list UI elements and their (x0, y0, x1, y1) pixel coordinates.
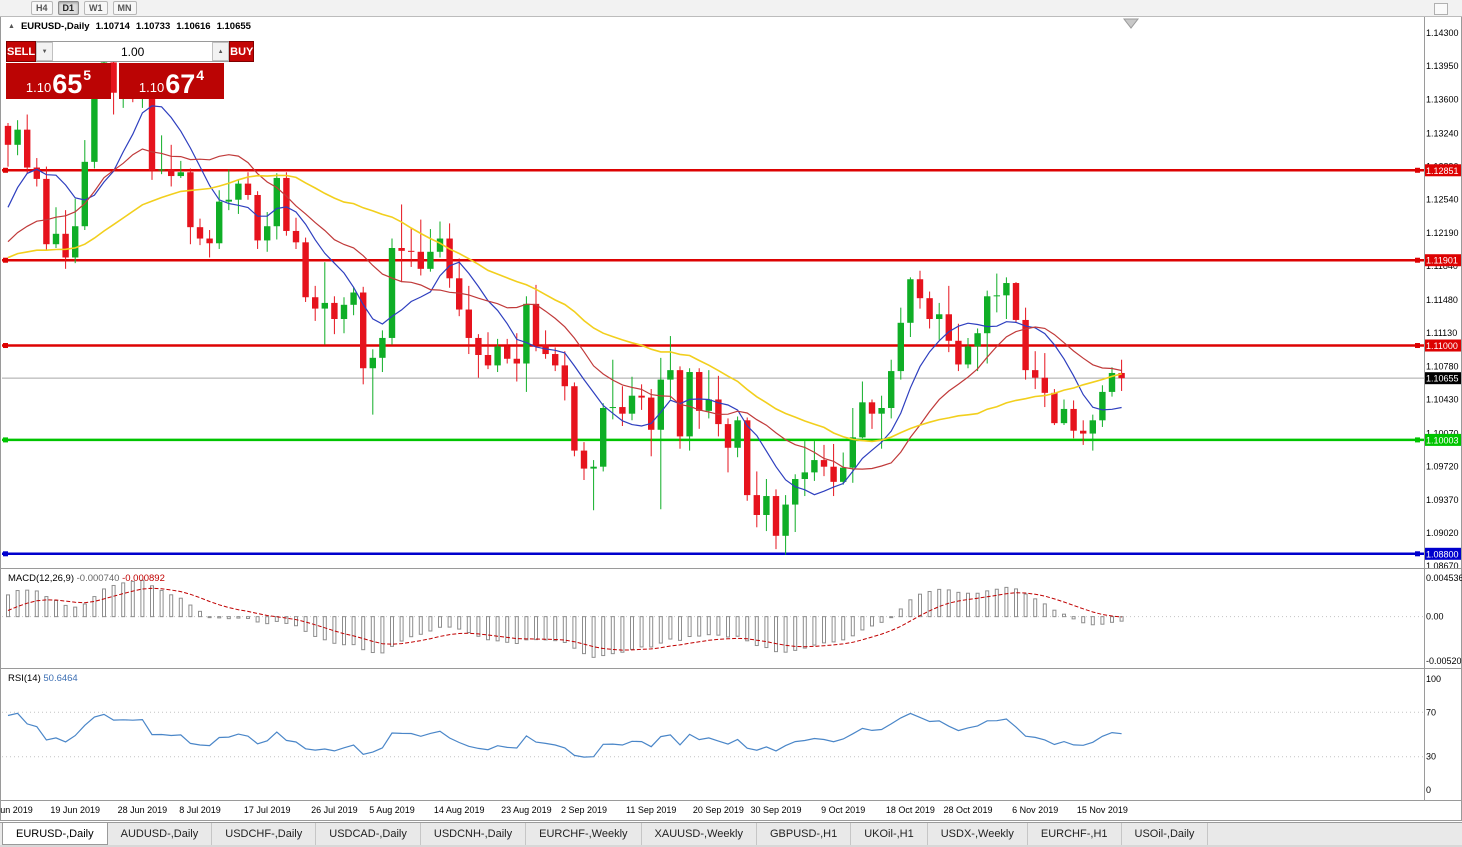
svg-text:1.11000: 1.11000 (1426, 341, 1458, 351)
toolbar-overflow-icon[interactable] (1434, 3, 1448, 15)
timeframe-toolbar: H4 D1 W1 MN (0, 0, 1462, 17)
svg-text:28 Oct 2019: 28 Oct 2019 (943, 805, 992, 815)
svg-text:1.10655: 1.10655 (1426, 374, 1459, 384)
svg-text:6 Nov 2019: 6 Nov 2019 (1012, 805, 1058, 815)
svg-text:MACD(12,26,9) -0.000740 -0.000: MACD(12,26,9) -0.000740 -0.000892 (8, 573, 165, 584)
svg-text:1.08800: 1.08800 (1426, 549, 1459, 559)
svg-text:1.08670: 1.08670 (1426, 561, 1459, 571)
svg-text:30: 30 (1426, 752, 1436, 762)
timeframe-button-w1[interactable]: W1 (84, 1, 108, 15)
sell-price-pips: 65 (52, 69, 83, 100)
chart-tabs: EURUSD-,Daily AUDUSD-,Daily USDCHF-,Daily U… (0, 822, 1462, 845)
chart-tab-gbpusd-h1[interactable]: GBPUSD-,H1 (756, 823, 852, 845)
svg-text:1.12190: 1.12190 (1426, 228, 1459, 238)
svg-text:1.09370: 1.09370 (1426, 495, 1459, 505)
collapse-trade-panel-icon[interactable]: ▲ (8, 23, 15, 30)
svg-text:19 Jun 2019: 19 Jun 2019 (50, 805, 100, 815)
volume-input[interactable] (53, 42, 213, 61)
sell-price-big-figure: 1.10 (25, 80, 52, 95)
svg-text:RSI(14) 50.6464: RSI(14) 50.6464 (8, 673, 78, 684)
buy-price-pips: 67 (165, 69, 196, 100)
volume-stepper: ▼ ▲ (36, 41, 230, 62)
svg-text:1.13600: 1.13600 (1426, 94, 1459, 104)
svg-text:0: 0 (1426, 785, 1431, 795)
svg-text:1.13240: 1.13240 (1426, 128, 1459, 138)
svg-text:1.10070: 1.10070 (1426, 429, 1459, 439)
svg-text:1.12540: 1.12540 (1426, 195, 1459, 205)
svg-text:1.10780: 1.10780 (1426, 361, 1459, 371)
buy-price-big-figure: 1.10 (138, 80, 165, 95)
chart-tab-ukoil-h1[interactable]: UKOil-,H1 (851, 823, 928, 845)
svg-text:9 Oct 2019: 9 Oct 2019 (821, 805, 865, 815)
chart-tab-eurusd-daily[interactable]: EURUSD-,Daily (2, 823, 108, 845)
svg-text:0.00: 0.00 (1426, 612, 1444, 622)
svg-text:17 Jul 2019: 17 Jul 2019 (244, 805, 291, 815)
svg-text:70: 70 (1426, 707, 1436, 717)
chart-canvas[interactable]: 1.143001.139501.136001.132401.128901.125… (0, 0, 1462, 822)
chart-tab-usdchf-daily[interactable]: USDCHF-,Daily (212, 823, 317, 845)
svg-text:15 Nov 2019: 15 Nov 2019 (1077, 805, 1128, 815)
svg-text:-0.005205: -0.005205 (1426, 656, 1462, 666)
chart-tab-usdx-weekly[interactable]: USDX-,Weekly (927, 823, 1028, 845)
sell-price-button[interactable]: 1.10 65 5 (6, 63, 111, 99)
svg-text:1.09720: 1.09720 (1426, 462, 1459, 472)
buy-button[interactable]: BUY (229, 41, 255, 62)
svg-text:10 Jun 2019: 10 Jun 2019 (0, 805, 33, 815)
svg-text:11 Sep 2019: 11 Sep 2019 (626, 805, 676, 815)
svg-text:8 Jul 2019: 8 Jul 2019 (179, 805, 221, 815)
sell-button[interactable]: SELL (6, 41, 37, 62)
chart-tab-usdcnh-daily[interactable]: USDCNH-,Daily (420, 823, 527, 845)
svg-text:23 Aug 2019: 23 Aug 2019 (501, 805, 552, 815)
ohlc-low: 1.10616 (176, 21, 211, 32)
svg-text:5 Aug 2019: 5 Aug 2019 (369, 805, 415, 815)
svg-text:20 Sep 2019: 20 Sep 2019 (693, 805, 744, 815)
buy-price-point: 4 (196, 67, 205, 83)
ohlc-open: 1.10714 (95, 21, 130, 32)
volume-increment-button[interactable]: ▲ (212, 42, 230, 61)
buy-price-button[interactable]: 1.10 67 4 (119, 63, 224, 99)
svg-text:1.09020: 1.09020 (1426, 528, 1459, 538)
svg-text:0.004536: 0.004536 (1426, 573, 1462, 583)
svg-text:1.11901: 1.11901 (1426, 256, 1458, 266)
chart-tab-usoil-daily[interactable]: USOil-,Daily (1121, 823, 1209, 845)
svg-text:1.13950: 1.13950 (1426, 61, 1459, 71)
svg-text:28 Jun 2019: 28 Jun 2019 (118, 805, 168, 815)
chart-tab-eurchf-h1[interactable]: EURCHF-,H1 (1027, 823, 1122, 845)
ohlc-high: 1.10733 (135, 21, 171, 32)
svg-text:18 Oct 2019: 18 Oct 2019 (886, 805, 935, 815)
chart-tab-eurchf-weekly[interactable]: EURCHF-,Weekly (526, 823, 642, 845)
volume-decrement-button[interactable]: ▼ (36, 42, 54, 61)
svg-text:1.14300: 1.14300 (1426, 28, 1459, 38)
chart-title: ▲ EURUSD-,Daily 1.10714 1.10733 1.10616 … (8, 21, 251, 32)
svg-text:1.12851: 1.12851 (1426, 166, 1459, 176)
chart-symbol-label: EURUSD-,Daily (20, 21, 90, 32)
svg-text:1.10430: 1.10430 (1426, 394, 1459, 404)
chart-tab-usdcad-daily[interactable]: USDCAD-,Daily (316, 823, 421, 845)
timeframe-button-h4[interactable]: H4 (31, 1, 53, 15)
svg-text:1.11480: 1.11480 (1426, 295, 1458, 305)
timeframe-button-d1[interactable]: D1 (57, 1, 80, 15)
timeframe-toolbar-buttons: H4 D1 W1 MN (31, 1, 137, 15)
chart-tab-audusd-daily[interactable]: AUDUSD-,Daily (107, 823, 213, 845)
ohlc-close: 1.10655 (216, 21, 251, 32)
svg-text:14 Aug 2019: 14 Aug 2019 (434, 805, 485, 815)
chart-tab-xauusd-weekly[interactable]: XAUUSD-,Weekly (641, 823, 757, 845)
sell-price-point: 5 (83, 67, 92, 83)
svg-text:1.10003: 1.10003 (1426, 435, 1459, 445)
svg-text:2 Sep 2019: 2 Sep 2019 (561, 805, 607, 815)
svg-text:30 Sep 2019: 30 Sep 2019 (750, 805, 801, 815)
svg-text:1.11130: 1.11130 (1426, 328, 1457, 338)
svg-text:26 Jul 2019: 26 Jul 2019 (311, 805, 358, 815)
svg-text:100: 100 (1426, 674, 1441, 684)
timeframe-button-mn[interactable]: MN (112, 1, 137, 15)
